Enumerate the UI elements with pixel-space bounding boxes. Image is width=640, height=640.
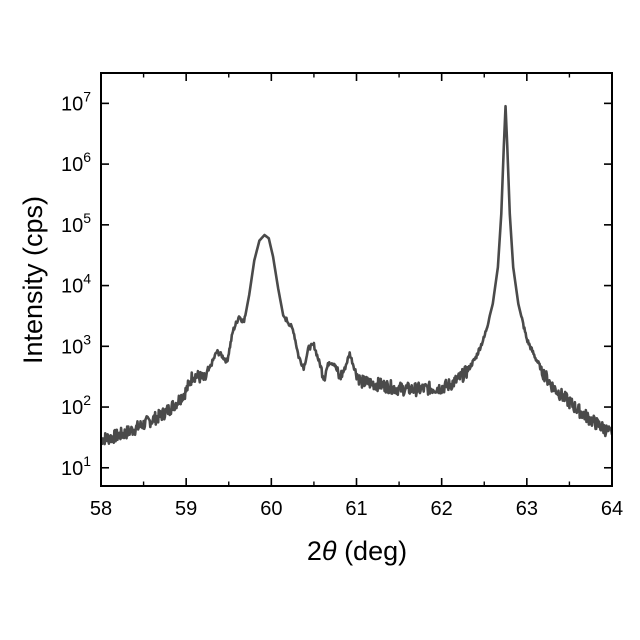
x-axis-title: 2θ (deg) bbox=[307, 536, 407, 566]
labels-layer: 58 59 60 61 62 63 64 101 102 103 104 105 106 107 bbox=[61, 88, 623, 520]
plot-frame bbox=[101, 73, 612, 486]
x-tick-label: 63 bbox=[516, 498, 538, 520]
y-tick-label: 103 bbox=[61, 331, 91, 358]
x-tick-label: 58 bbox=[90, 498, 112, 520]
y-tick-label: 102 bbox=[61, 392, 91, 419]
x-axis-title-suffix: (deg) bbox=[337, 536, 408, 566]
y-tick-label: 107 bbox=[61, 88, 91, 115]
xrd-chart: 58 59 60 61 62 63 64 101 102 103 104 105 106 107 2θ (… bbox=[0, 0, 640, 640]
series-line-0 bbox=[101, 106, 612, 444]
y-tick-label: 101 bbox=[61, 453, 91, 480]
y-axis-title: Intensity (cps) bbox=[18, 196, 48, 364]
y-tick-label: 104 bbox=[61, 271, 91, 298]
x-tick-label: 64 bbox=[601, 498, 623, 520]
ticks-layer bbox=[101, 73, 612, 486]
y-tick-label: 105 bbox=[61, 210, 91, 237]
x-tick-label: 59 bbox=[175, 498, 197, 520]
x-axis-title-symbol: θ bbox=[322, 536, 337, 566]
x-tick-label: 61 bbox=[345, 498, 367, 520]
x-tick-label: 60 bbox=[260, 498, 282, 520]
x-tick-label: 62 bbox=[431, 498, 453, 520]
y-tick-label: 106 bbox=[61, 149, 91, 176]
series-layer bbox=[101, 106, 612, 444]
x-axis-title-prefix: 2 bbox=[307, 536, 322, 566]
